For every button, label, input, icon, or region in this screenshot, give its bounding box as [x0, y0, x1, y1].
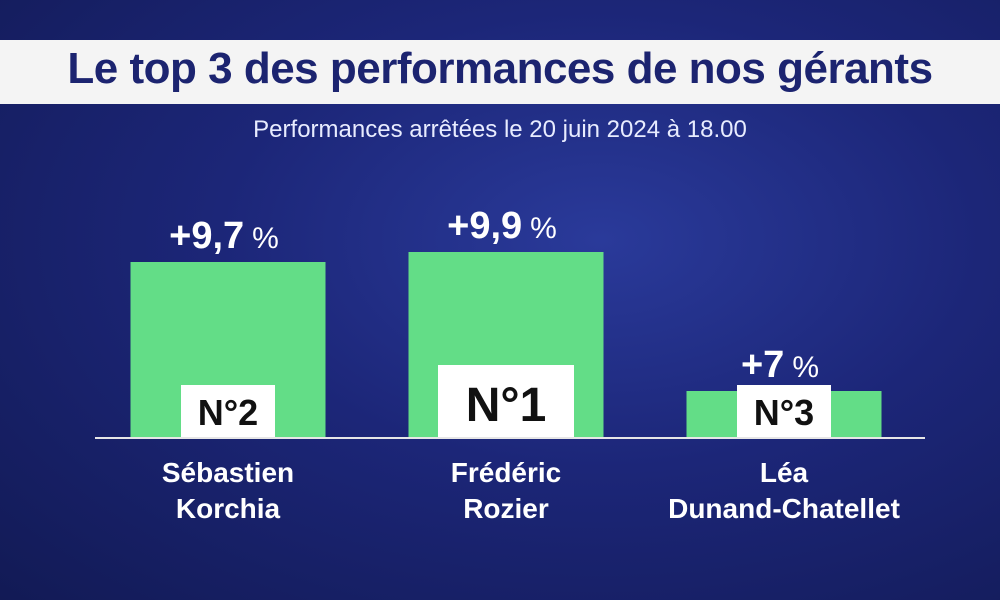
chart-title: Le top 3 des performances de nos gérants [67, 44, 933, 93]
value-label-1: +9,7% [169, 215, 279, 257]
bar-name-2-line-2: Rozier [463, 493, 549, 524]
value-label-3: +7% [741, 344, 819, 386]
value-label-2: +9,9% [447, 205, 557, 247]
chart-subtitle: Performances arrêtées le 20 juin 2024 à … [253, 116, 747, 143]
bar-name-1-line-2: Korchia [176, 493, 281, 524]
title-band [0, 40, 1000, 104]
bar-name-3-line-1: Léa [760, 457, 809, 488]
rank-label-2: N°1 [466, 379, 547, 432]
rank-label-3: N°3 [754, 392, 814, 433]
rank-badge-2 [438, 365, 574, 437]
rank-badge-1 [181, 385, 275, 437]
bar-name-2-line-1: Frédéric [451, 457, 562, 488]
bar-name-1-line-1: Sébastien [162, 457, 294, 488]
rank-badge-3 [737, 385, 831, 437]
rank-label-1: N°2 [198, 392, 258, 433]
bar-name-3-line-2: Dunand-Chatellet [668, 493, 900, 524]
